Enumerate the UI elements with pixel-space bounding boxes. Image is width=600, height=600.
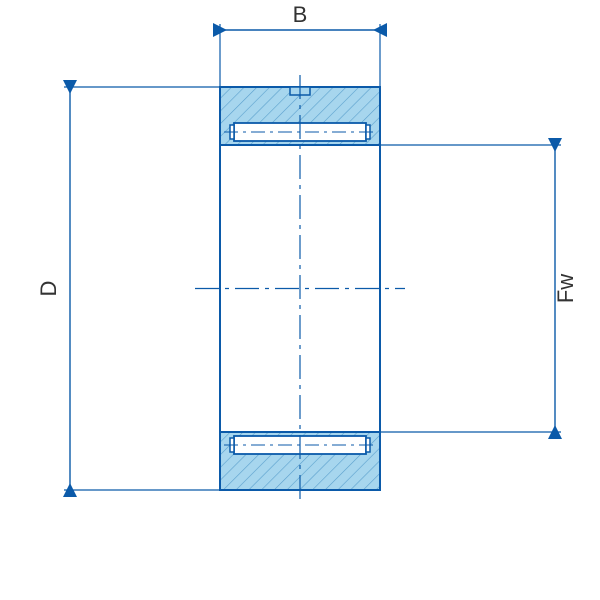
dimension-label-inner-diameter: Fw: [553, 274, 578, 303]
dimension-label-width: B: [293, 2, 308, 27]
dimension-label-outer-diameter: D: [36, 281, 61, 297]
bearing-cross-section-diagram: B D Fw: [0, 0, 600, 600]
